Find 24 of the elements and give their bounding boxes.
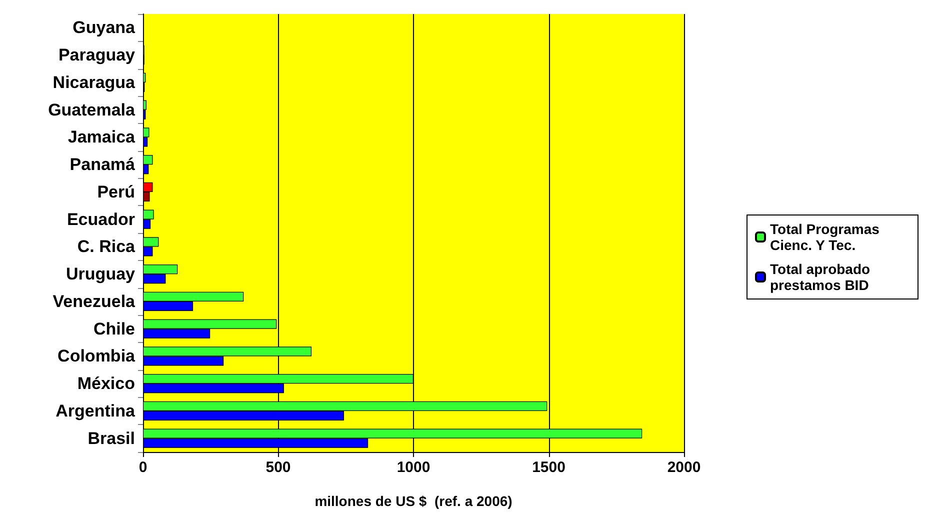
y-tick-label: Perú [97, 182, 135, 202]
y-tick-label: Argentina [56, 401, 136, 420]
y-tick-label: Panamá [70, 155, 136, 174]
y-tick-label: Brasil [88, 428, 135, 448]
y-tick-label: Colombia [58, 346, 136, 366]
y-tick-label: Uruguay [66, 264, 136, 284]
x-tick-label: 500 [266, 459, 291, 476]
y-tick-label: Paraguay [58, 46, 136, 65]
y-tick-label: Chile [93, 319, 135, 338]
x-tick-label: 1000 [396, 459, 430, 476]
legend-label: Total Programas Cienc. Y Tec. [770, 221, 884, 253]
x-tick-label: 2000 [667, 459, 701, 476]
y-tick-label: Ecuador [66, 210, 136, 229]
x-axis-title: millones de US $ (ref. a 2006) [314, 493, 512, 509]
y-tick-label: México [77, 374, 135, 394]
x-tick-label: 1500 [532, 459, 566, 476]
y-tick-label: Guyana [72, 18, 136, 38]
legend-label: Total aprobado prestamos BID [770, 261, 874, 293]
y-tick-label: Nicaragua [52, 72, 136, 92]
y-tick-label: Jamaica [68, 128, 136, 147]
y-tick-label: Venezuela [52, 292, 136, 311]
x-tick-label: 0 [138, 459, 148, 476]
y-tick-label: C. Rica [77, 237, 136, 256]
y-tick-label: Guatemala [48, 100, 136, 120]
